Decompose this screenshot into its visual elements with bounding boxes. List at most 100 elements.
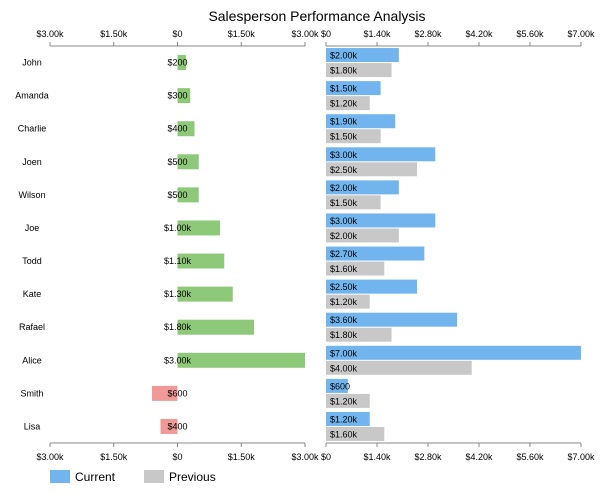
left-bar: [177, 220, 220, 236]
left-bar: [177, 319, 254, 335]
right-tick-label: $2.80k: [414, 452, 442, 462]
left-tick-label: $3.00k: [36, 452, 64, 462]
right-tick-label: $4.20k: [465, 452, 493, 462]
previous-bar-label: $1.60k: [330, 429, 358, 439]
left-tick-label: $1.50k: [100, 29, 128, 39]
current-bar-label: $3.00k: [330, 216, 358, 226]
left-tick-label: $0: [172, 452, 182, 462]
previous-bar-label: $1.20k: [330, 297, 358, 307]
previous-bar: [326, 360, 472, 375]
category-label: Smith: [20, 388, 43, 398]
left-bar-label: $1.10k: [164, 256, 192, 266]
current-bar: [326, 312, 458, 327]
right-tick-label: $7.00k: [567, 29, 595, 39]
current-bar-label: $3.00k: [330, 150, 358, 160]
right-tick-label: $4.20k: [465, 29, 493, 39]
current-bar-label: $2.50k: [330, 282, 358, 292]
left-tick-label: $3.00k: [36, 29, 64, 39]
legend-label: Current: [75, 470, 116, 484]
current-bar: [326, 81, 381, 96]
previous-bar: [326, 162, 418, 177]
left-bar-label: $1.80k: [164, 322, 192, 332]
chart-title: Salesperson Performance Analysis: [208, 8, 425, 24]
left-tick-label: $3.00k: [291, 29, 319, 39]
category-label: Charlie: [18, 124, 47, 134]
right-tick-label: $2.80k: [414, 29, 442, 39]
left-bar: [152, 385, 178, 401]
current-bar: [326, 378, 348, 393]
previous-bar-label: $1.60k: [330, 264, 358, 274]
left-bar: [177, 187, 199, 203]
previous-bar-label: $2.50k: [330, 165, 358, 175]
previous-bar-label: $2.00k: [330, 231, 358, 241]
current-bar: [326, 48, 399, 63]
previous-bar: [326, 195, 381, 210]
category-label: Kate: [23, 289, 42, 299]
previous-bar-label: $1.80k: [330, 66, 358, 76]
previous-bar: [326, 96, 370, 111]
left-panel: $3.00k $3.00k $1.50k $1.50k $0 $0 $1.50k $1.50k…: [15, 29, 319, 462]
previous-bar: [326, 294, 370, 309]
current-bar-label: $2.70k: [330, 249, 358, 259]
left-bar-label: $1.30k: [164, 289, 192, 299]
current-bar-label: $2.00k: [330, 183, 358, 193]
left-bar-label: $400: [167, 421, 187, 431]
previous-bar-label: $1.20k: [330, 396, 358, 406]
right-tick-label: $1.40k: [363, 452, 391, 462]
left-bar-label: $500: [167, 157, 187, 167]
legend-swatch: [144, 470, 164, 483]
right-tick-label: $5.60k: [516, 29, 544, 39]
category-label: Lisa: [24, 421, 41, 431]
right-panel: $0 $0 $1.40k $1.40k $2.80k $2.80k $4.20k $4.20k…: [321, 29, 595, 462]
previous-bar-label: $1.20k: [330, 99, 358, 109]
right-tick-label: $0: [321, 29, 331, 39]
category-label: Joe: [25, 223, 40, 233]
category-label: Rafael: [19, 322, 45, 332]
right-tick-label: $5.60k: [516, 452, 544, 462]
left-tick-label: $3.00k: [291, 452, 319, 462]
left-bar: [177, 121, 195, 137]
left-bar: [160, 418, 178, 434]
current-bar: [326, 147, 436, 162]
current-bar-label: $1.90k: [330, 117, 358, 127]
current-bar-label: $1.20k: [330, 414, 358, 424]
left-bar: [177, 253, 225, 269]
previous-bar: [326, 393, 370, 408]
current-bar: [326, 246, 425, 261]
category-label: Amanda: [15, 91, 49, 101]
category-label: Alice: [22, 355, 42, 365]
right-tick-label: $0: [321, 452, 331, 462]
category-label: Joen: [22, 157, 42, 167]
current-bar: [326, 345, 581, 360]
left-bar: [177, 88, 191, 104]
current-bar: [326, 279, 418, 294]
category-label: John: [22, 58, 42, 68]
previous-bar: [326, 63, 392, 78]
legend-label: Previous: [169, 470, 216, 484]
left-bar-label: $200: [167, 58, 187, 68]
legend: Current Previous: [50, 470, 216, 484]
current-bar-label: $2.00k: [330, 51, 358, 61]
left-bar: [177, 286, 233, 302]
left-tick-label: $1.50k: [100, 452, 128, 462]
current-bar: [326, 411, 370, 426]
left-tick-label: $1.50k: [228, 29, 256, 39]
previous-bar: [326, 426, 385, 441]
current-bar-label: $7.00k: [330, 348, 358, 358]
current-bar: [326, 114, 396, 129]
right-tick-label: $1.40k: [363, 29, 391, 39]
left-bar: [177, 352, 305, 368]
current-bar-label: $1.50k: [330, 84, 358, 94]
previous-bar-label: $4.00k: [330, 363, 358, 373]
right-tick-label: $7.00k: [567, 452, 595, 462]
previous-bar: [326, 129, 381, 144]
previous-bar: [326, 228, 399, 243]
left-bar-label: $600: [167, 388, 187, 398]
left-bar-label: $400: [167, 124, 187, 134]
previous-bar: [326, 327, 392, 342]
category-label: Wilson: [18, 190, 45, 200]
left-bar-label: $3.00k: [164, 355, 192, 365]
current-bar-label: $600: [330, 381, 350, 391]
left-bar-label: $300: [167, 91, 187, 101]
